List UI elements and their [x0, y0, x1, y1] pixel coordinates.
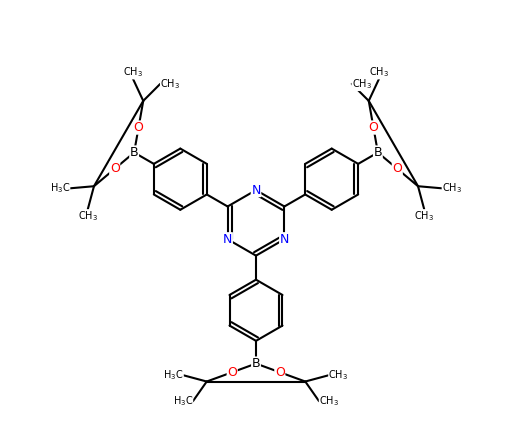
Text: B: B [252, 357, 260, 370]
Text: CH$_3$: CH$_3$ [352, 77, 372, 91]
Text: N: N [280, 233, 289, 246]
Text: N: N [251, 184, 261, 197]
Text: CH$_3$: CH$_3$ [442, 181, 462, 195]
Text: CH$_3$: CH$_3$ [319, 394, 339, 408]
Text: CH$_3$: CH$_3$ [369, 65, 389, 79]
Text: CH$_3$: CH$_3$ [329, 368, 349, 382]
Text: O: O [369, 121, 378, 134]
Text: H$_3$C: H$_3$C [163, 368, 183, 382]
Text: H$_3$C: H$_3$C [50, 181, 70, 195]
Text: H$_3$C: H$_3$C [173, 394, 193, 408]
Text: CH$_3$: CH$_3$ [78, 209, 98, 223]
Text: O: O [110, 162, 120, 175]
Text: CH$_3$: CH$_3$ [123, 65, 143, 79]
Text: CH$_3$: CH$_3$ [414, 209, 434, 223]
Text: CH$_3$: CH$_3$ [160, 77, 180, 91]
Text: O: O [392, 162, 402, 175]
Text: B: B [130, 146, 138, 159]
Text: O: O [227, 366, 237, 379]
Text: N: N [223, 233, 232, 246]
Text: O: O [134, 121, 143, 134]
Text: O: O [275, 366, 285, 379]
Text: B: B [374, 146, 382, 159]
